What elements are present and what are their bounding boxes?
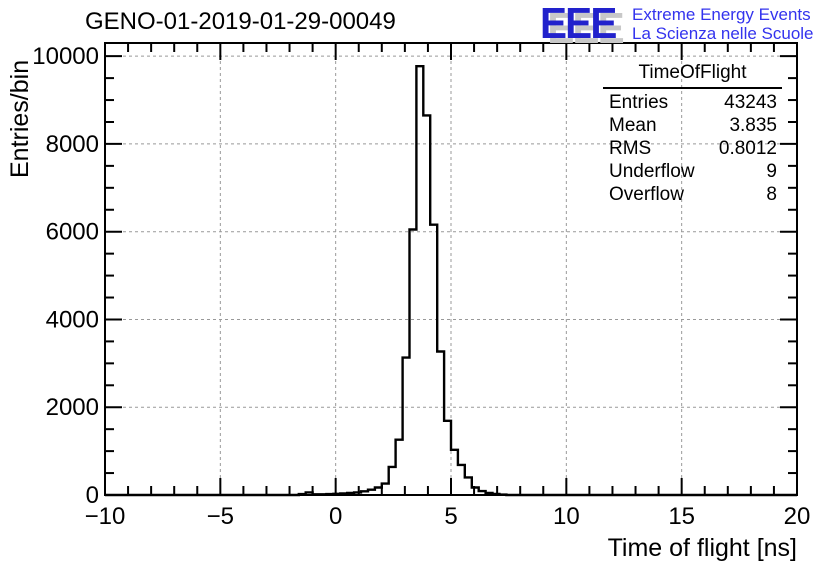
x-tick-label: 15 [668, 503, 695, 530]
stats-value: 0.8012 [718, 138, 777, 159]
stats-row-overflow: Overflow 8 [603, 183, 782, 206]
x-tick-label: −10 [85, 503, 126, 530]
stats-value: 43243 [724, 92, 777, 113]
stats-label: Entries [609, 92, 669, 113]
stats-row-rms: RMS 0.8012 [603, 137, 782, 160]
eee-logo-line2: La Scienza nelle Scuole [632, 24, 814, 43]
y-tick-label: 0 [86, 482, 99, 509]
stats-row-entries: Entries 43243 [603, 91, 782, 114]
stats-value: 3.835 [729, 115, 777, 136]
eee-logo: EEE Extreme Energy Events La Scienza nel… [540, 2, 814, 46]
y-tick-label: 4000 [46, 306, 99, 333]
y-tick-label: 10000 [32, 43, 99, 70]
y-tick-label: 6000 [46, 219, 99, 246]
page-title: GENO-01-2019-01-29-00049 [85, 8, 396, 35]
eee-logo-line1: Extreme Energy Events [632, 5, 811, 24]
stats-row-mean: Mean 3.835 [603, 114, 782, 137]
x-tick-label: 0 [329, 503, 342, 530]
y-axis-title: Entries/bin [6, 60, 34, 178]
stats-value: 9 [766, 161, 777, 182]
stats-label: Mean [609, 115, 657, 136]
x-tick-label: 5 [444, 503, 457, 530]
stats-box: TimeOfFlight Entries 43243 Mean 3.835 RM… [603, 62, 782, 206]
y-tick-label: 2000 [46, 394, 99, 421]
stats-label: Underflow [609, 161, 695, 182]
x-tick-label: 20 [784, 503, 811, 530]
stats-box-title: TimeOfFlight [603, 62, 782, 89]
stats-label: RMS [609, 138, 652, 159]
y-tick-label: 8000 [46, 131, 99, 158]
eee-logo-letters: EEE [540, 0, 617, 48]
stats-label: Overflow [609, 184, 684, 205]
x-tick-label: −5 [207, 503, 234, 530]
stats-value: 8 [766, 184, 777, 205]
x-tick-label: 10 [553, 503, 580, 530]
x-axis-title: Time of flight [ns] [608, 534, 797, 562]
eee-logo-text: Extreme Energy Events La Scienza nelle S… [632, 5, 813, 43]
stats-row-underflow: Underflow 9 [603, 160, 782, 183]
